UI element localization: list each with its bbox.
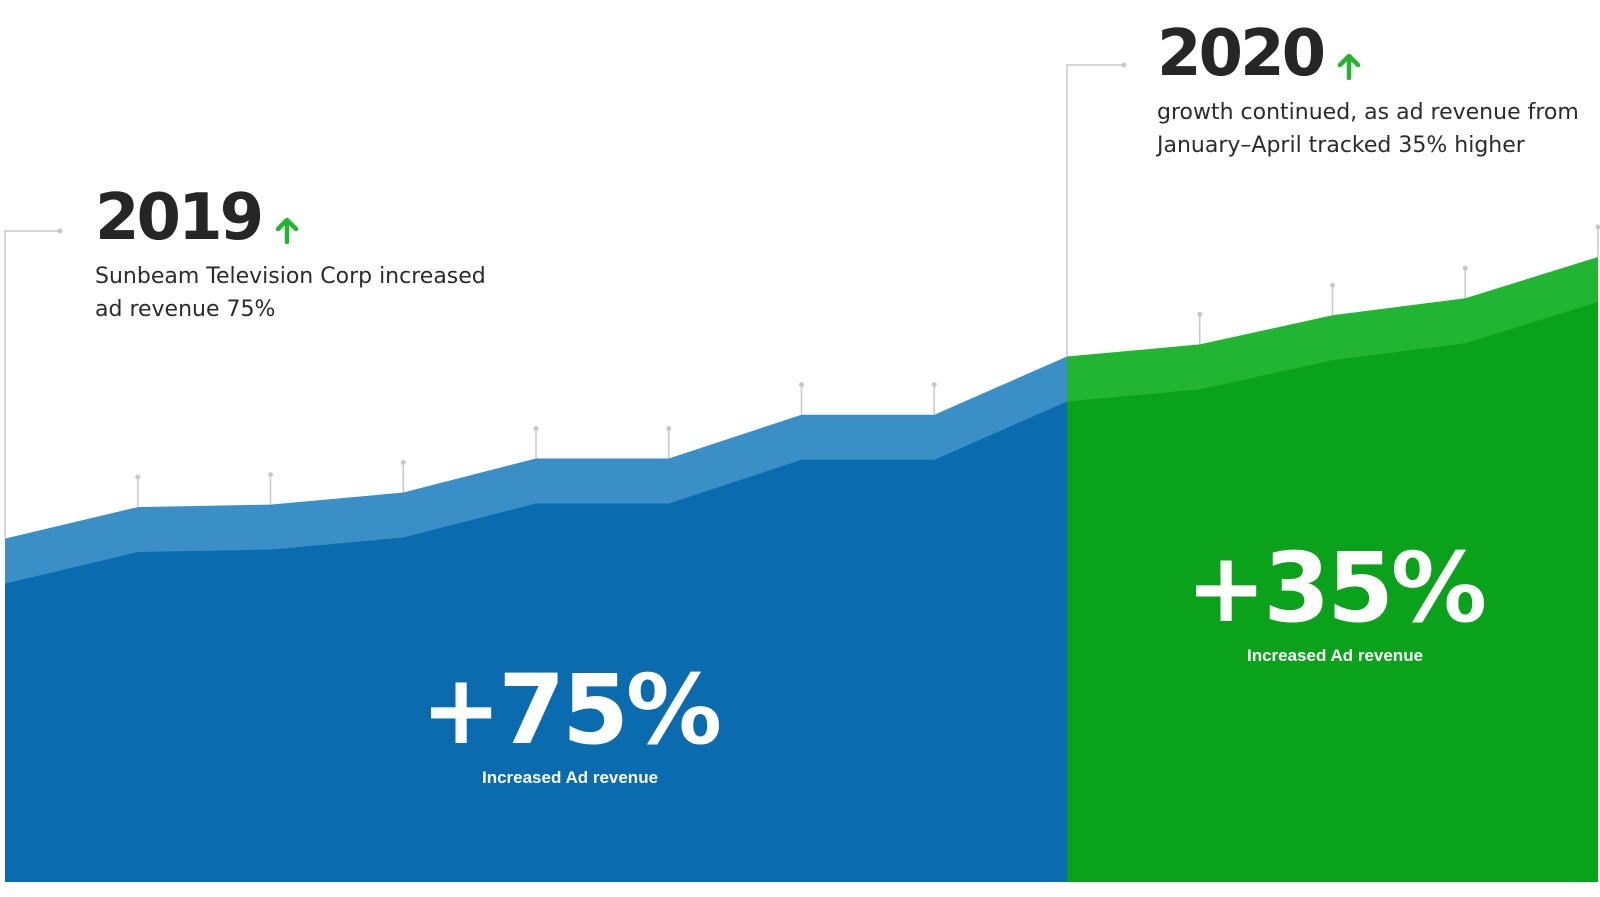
data-point-marker bbox=[1595, 224, 1600, 230]
highlight-2019: +75% Increased Ad revenue bbox=[380, 662, 760, 788]
data-point-marker bbox=[533, 425, 539, 431]
data-point-marker bbox=[1330, 282, 1335, 288]
data-point-marker bbox=[931, 382, 937, 388]
year-2020-title: 2020 bbox=[1157, 17, 1326, 91]
data-point-marker bbox=[666, 425, 672, 431]
highlight-2020-label: Increased Ad revenue bbox=[1246, 646, 1424, 665]
highlight-2019-label: Increased Ad revenue bbox=[481, 768, 659, 787]
annotation-2019: 2019 Sunbeam Television Corp increased a… bbox=[95, 186, 486, 326]
series-2019-area bbox=[5, 401, 1067, 882]
series-2020-area bbox=[1067, 302, 1598, 882]
annotation-2019-line1: Sunbeam Television Corp increased bbox=[95, 264, 486, 289]
annotation-2020: 2020 growth continued, as ad revenue fro… bbox=[1157, 22, 1579, 162]
data-point-marker bbox=[268, 472, 273, 478]
annotation-2019-leader bbox=[4, 230, 60, 539]
annotation-2020-line2: January–April tracked 35% higher bbox=[1157, 133, 1525, 158]
data-point-marker bbox=[799, 382, 804, 388]
highlight-2020: +35% Increased Ad revenue bbox=[1145, 540, 1525, 666]
data-point-marker bbox=[135, 474, 141, 480]
data-point-marker bbox=[400, 459, 406, 465]
annotation-2020-leader-dot bbox=[1121, 62, 1127, 68]
annotation-2020-line1: growth continued, as ad revenue from bbox=[1157, 100, 1579, 125]
data-point-marker bbox=[1462, 265, 1468, 271]
annotation-2019-line2: ad revenue 75% bbox=[95, 297, 276, 322]
highlight-2019-value: +75% bbox=[420, 654, 722, 766]
arrow-up-icon bbox=[275, 217, 299, 244]
annotation-2020-leader bbox=[1066, 64, 1124, 357]
data-point-marker bbox=[1197, 311, 1203, 317]
year-2019-title: 2019 bbox=[95, 181, 264, 255]
highlight-2020-value: +35% bbox=[1185, 532, 1487, 644]
arrow-up-icon bbox=[1337, 53, 1361, 80]
annotation-2019-leader-dot bbox=[57, 228, 63, 234]
